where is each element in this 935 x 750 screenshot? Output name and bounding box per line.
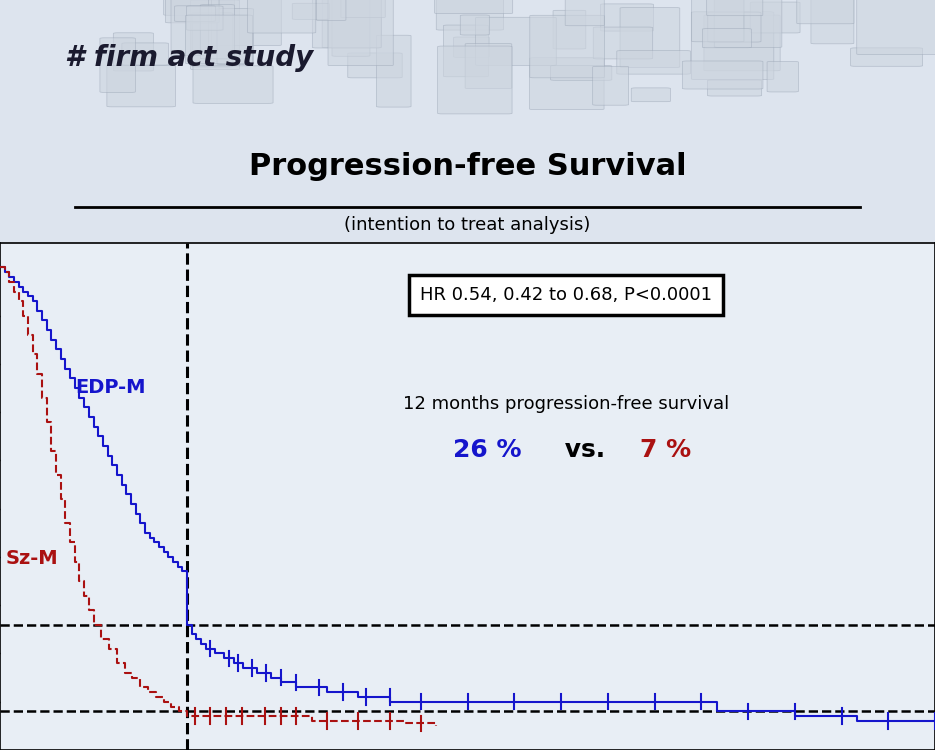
FancyBboxPatch shape [107, 65, 176, 106]
Text: # firm act study: # firm act study [65, 44, 314, 73]
Text: HR 0.54, 0.42 to 0.68, P<0.0001: HR 0.54, 0.42 to 0.68, P<0.0001 [420, 286, 712, 304]
FancyBboxPatch shape [692, 0, 744, 42]
FancyBboxPatch shape [437, 0, 504, 30]
FancyBboxPatch shape [708, 12, 761, 42]
FancyBboxPatch shape [553, 10, 586, 49]
FancyBboxPatch shape [323, 0, 381, 48]
FancyBboxPatch shape [453, 37, 489, 57]
Text: 7 %: 7 % [640, 438, 692, 462]
FancyBboxPatch shape [122, 43, 168, 65]
FancyBboxPatch shape [377, 35, 411, 107]
FancyBboxPatch shape [750, 2, 800, 33]
FancyBboxPatch shape [341, 0, 385, 18]
FancyBboxPatch shape [348, 53, 402, 78]
FancyBboxPatch shape [328, 0, 394, 66]
FancyBboxPatch shape [211, 0, 281, 46]
FancyBboxPatch shape [617, 50, 691, 74]
FancyBboxPatch shape [708, 80, 762, 96]
FancyBboxPatch shape [100, 38, 136, 92]
FancyBboxPatch shape [191, 0, 239, 70]
FancyBboxPatch shape [460, 15, 489, 35]
FancyBboxPatch shape [797, 0, 854, 24]
FancyBboxPatch shape [193, 66, 273, 104]
FancyBboxPatch shape [600, 4, 654, 31]
FancyBboxPatch shape [465, 44, 511, 88]
FancyBboxPatch shape [565, 0, 604, 26]
FancyBboxPatch shape [217, 9, 253, 64]
FancyBboxPatch shape [164, 0, 235, 15]
FancyBboxPatch shape [332, 0, 370, 56]
FancyBboxPatch shape [594, 27, 653, 59]
FancyBboxPatch shape [435, 0, 512, 13]
Text: 26 %: 26 % [453, 438, 522, 462]
Text: (intention to treat analysis): (intention to treat analysis) [344, 217, 591, 235]
FancyBboxPatch shape [593, 66, 628, 105]
Text: Progression-free Survival: Progression-free Survival [249, 152, 686, 181]
FancyBboxPatch shape [312, 0, 381, 48]
FancyBboxPatch shape [691, 12, 774, 80]
FancyBboxPatch shape [551, 65, 611, 80]
FancyBboxPatch shape [707, 0, 763, 16]
FancyBboxPatch shape [200, 4, 235, 58]
FancyBboxPatch shape [620, 8, 680, 68]
FancyBboxPatch shape [192, 13, 233, 67]
Text: EDP-M: EDP-M [75, 378, 145, 397]
FancyBboxPatch shape [171, 0, 209, 56]
FancyBboxPatch shape [316, 0, 346, 20]
Text: Sz-M: Sz-M [6, 549, 58, 568]
FancyBboxPatch shape [851, 48, 923, 66]
FancyBboxPatch shape [248, 0, 316, 33]
FancyBboxPatch shape [438, 46, 512, 114]
FancyBboxPatch shape [702, 28, 752, 48]
FancyBboxPatch shape [476, 17, 556, 65]
FancyBboxPatch shape [714, 0, 782, 47]
Text: vs.: vs. [556, 438, 614, 462]
FancyBboxPatch shape [767, 62, 798, 92]
FancyBboxPatch shape [530, 15, 604, 78]
FancyBboxPatch shape [529, 58, 604, 110]
FancyBboxPatch shape [704, 15, 780, 70]
FancyBboxPatch shape [856, 0, 935, 55]
FancyBboxPatch shape [175, 6, 215, 22]
FancyBboxPatch shape [186, 15, 252, 64]
FancyBboxPatch shape [631, 88, 670, 102]
FancyBboxPatch shape [165, 0, 219, 22]
FancyBboxPatch shape [186, 6, 223, 30]
FancyBboxPatch shape [443, 25, 488, 76]
Text: 12 months progression-free survival: 12 months progression-free survival [403, 395, 728, 413]
FancyBboxPatch shape [811, 0, 854, 44]
FancyBboxPatch shape [293, 3, 329, 20]
FancyBboxPatch shape [683, 61, 763, 89]
FancyBboxPatch shape [113, 33, 153, 71]
